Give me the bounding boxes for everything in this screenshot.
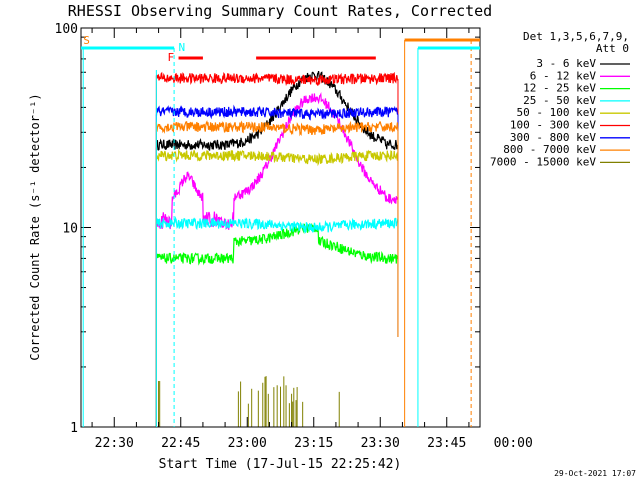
series-line	[156, 71, 399, 87]
x-tick-label: 23:30	[361, 436, 400, 451]
legend-label: 100 - 300 keV	[510, 119, 596, 132]
series-line	[155, 70, 399, 151]
x-tick-labels: 22:30 22:45 23:00 23:15 23:30 23:45 00:00	[95, 436, 533, 451]
y-tick-label: 1	[70, 421, 78, 436]
legend-header-line1: Det 1,3,5,6,7,9,	[523, 30, 629, 43]
legend-label: 7000 - 15000 keV	[490, 155, 596, 168]
annotation-saa-label: S	[83, 34, 90, 47]
series-line	[155, 216, 399, 234]
series-group	[155, 70, 399, 427]
series-line	[155, 120, 399, 137]
legend-label: 300 - 800 keV	[510, 131, 596, 144]
y-tick-labels: 1 10 100	[55, 22, 78, 436]
legend-label: 12 - 25 keV	[523, 82, 596, 95]
legend-header-line2: Att 0	[596, 42, 629, 55]
y-tick-label: 10	[62, 222, 78, 237]
annotation-flare-label: F	[167, 51, 174, 64]
legend-label: 800 - 7000 keV	[503, 143, 596, 156]
overlay-group: S NF	[80, 27, 481, 428]
x-tick-label: 22:30	[95, 436, 134, 451]
legend-label: 6 - 12 keV	[530, 69, 597, 82]
series-7000-15000kev	[158, 376, 340, 427]
x-tick-label: 00:00	[494, 436, 533, 451]
legend-label: 25 - 50 keV	[523, 94, 596, 107]
legend-label: 50 - 100 keV	[517, 106, 597, 119]
x-axis-label: Start Time (17-Jul-15 22:25:42)	[159, 457, 402, 472]
legend-label: 3 - 6 keV	[536, 57, 596, 70]
footer-timestamp: 29-Oct-2021 17:07	[554, 469, 636, 478]
x-tick-label: 22:45	[161, 436, 200, 451]
chart-title: RHESSI Observing Summary Count Rates, Co…	[68, 2, 492, 20]
y-axis-label: Corrected Count Rate (s⁻¹ detector⁻¹)	[28, 93, 42, 360]
series-line	[155, 222, 399, 266]
series-line	[155, 148, 399, 167]
series-line	[155, 104, 399, 121]
plot-frame	[80, 27, 481, 428]
x-tick-label: 23:15	[294, 436, 333, 451]
x-tick-label: 23:45	[427, 436, 466, 451]
y-tick-label: 100	[55, 22, 78, 37]
x-tick-label: 23:00	[228, 436, 267, 451]
annotation-night-label: N	[179, 41, 186, 54]
